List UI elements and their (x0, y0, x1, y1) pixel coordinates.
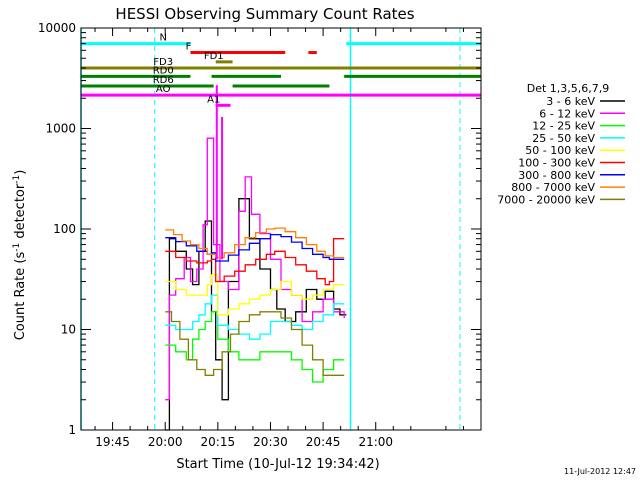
x-tick-label: 20:00 (148, 435, 183, 449)
flag-label: N (159, 33, 166, 44)
x-axis-label: Start Time (10-Jul-12 19:34:42) (176, 457, 379, 472)
flag-label: AO (156, 84, 171, 95)
legend-entry-label: 6 - 12 keV (539, 107, 595, 120)
y-axis-label: Count Rate (s-1 detector-1) (12, 170, 28, 341)
x-tick-label: 20:30 (253, 435, 288, 449)
x-tick-label: 20:15 (201, 435, 236, 449)
y-tick-label: 10000 (38, 21, 76, 35)
y-tick-label: 1000 (45, 122, 76, 136)
series-line (165, 311, 345, 383)
series-line (165, 274, 345, 316)
legend-entry-label: 3 - 6 keV (546, 95, 595, 108)
x-tick-label: 20:45 (306, 435, 341, 449)
flag-label: RD6 (153, 75, 174, 86)
flag-label: A1 (207, 94, 220, 105)
series-lines (165, 85, 347, 431)
series-line (165, 294, 345, 340)
flag-label: F (186, 42, 192, 53)
timestamp-footer: 11-Jul-2012 12:47 (564, 467, 636, 476)
series-line (165, 233, 345, 262)
flag-label: RD0 (153, 65, 174, 76)
series-line (165, 238, 345, 286)
legend-entry-label: 50 - 100 keV (525, 144, 595, 157)
legend-entry-label: 12 - 25 keV (532, 120, 595, 133)
legend-entry-label: 100 - 300 keV (518, 157, 595, 170)
series-line (165, 311, 345, 376)
axes: 19:45 20:00 20:15 20:30 20:45 21:00 1 10 100 1000… (38, 21, 481, 449)
series-line (165, 227, 345, 259)
series-line (165, 137, 345, 401)
x-tick-label: 21:00 (358, 435, 393, 449)
legend-entry-label: 25 - 50 keV (532, 132, 595, 145)
y-tick-label: 10 (61, 323, 76, 337)
x-tick-label: 19:45 (95, 435, 130, 449)
y-tick-label: 100 (53, 222, 76, 236)
chart-title: HESSI Observing Summary Count Rates (115, 5, 414, 23)
legend-entry-label: 300 - 800 keV (518, 169, 595, 182)
legend-entry-label: 7000 - 20000 keV (497, 193, 595, 206)
flag-label: FD1 (204, 51, 224, 62)
y-tick-label: 1 (68, 423, 76, 437)
series-line (165, 198, 347, 431)
legend-title: Det 1,3,5,6,7,9 (527, 82, 610, 95)
legend-entry-label: 800 - 7000 keV (511, 181, 595, 194)
flag-label: FD3 (153, 57, 173, 68)
